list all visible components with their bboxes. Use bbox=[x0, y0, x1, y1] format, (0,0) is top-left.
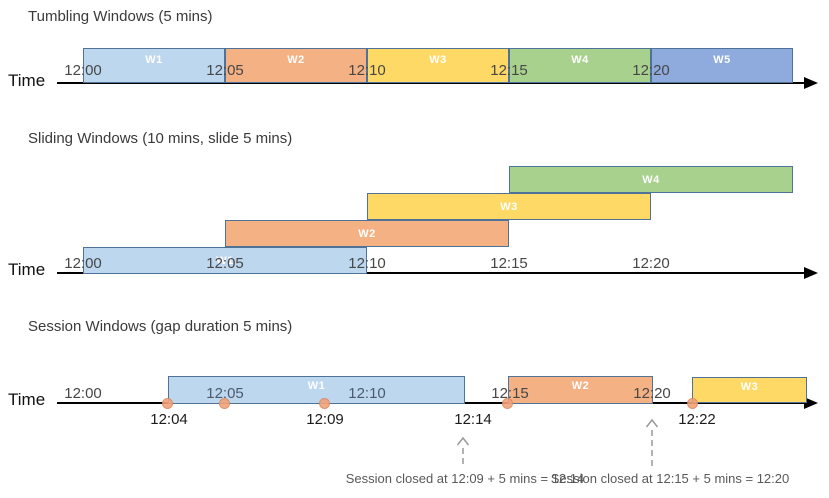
tick-label: 12:10 bbox=[348, 255, 386, 272]
session-window-w3: W3 bbox=[692, 377, 807, 403]
session-title: Session Windows (gap duration 5 mins) bbox=[28, 318, 293, 335]
tick-label: 12:20 bbox=[633, 385, 671, 402]
time-axis bbox=[57, 272, 807, 274]
session-close-annotation: Session closed at 12:09 + 5 mins = 12:14 bbox=[345, 471, 585, 486]
sliding-window-w4: W4 bbox=[509, 166, 793, 193]
tick-label: 12:20 bbox=[632, 255, 670, 272]
window-label: W1 bbox=[145, 54, 163, 66]
event-dot bbox=[502, 398, 513, 409]
window-label: W2 bbox=[358, 227, 376, 240]
tick-label: 12:05 bbox=[206, 385, 244, 402]
tick-label: 12:05 bbox=[206, 255, 244, 272]
tumbling-window-w2: W2 bbox=[225, 48, 367, 83]
event-dot bbox=[687, 398, 698, 409]
sliding-window-w1: W1 bbox=[83, 247, 367, 274]
tick-label: 12:00 bbox=[64, 255, 102, 272]
window-label: W3 bbox=[740, 381, 759, 393]
tumbling-window-w4: W4 bbox=[509, 48, 651, 83]
axis-arrowhead-icon bbox=[804, 77, 818, 89]
sliding-window-w2: W2 bbox=[225, 220, 509, 247]
axis-arrowhead-icon bbox=[804, 267, 818, 279]
time-axis-label: Time bbox=[8, 390, 46, 409]
event-time-label: 12:22 bbox=[678, 411, 716, 428]
session-close-arrow-icon bbox=[456, 436, 470, 468]
tick-label: 12:10 bbox=[348, 385, 386, 402]
window-label: W1 bbox=[307, 380, 326, 392]
sliding-window-w3: W3 bbox=[367, 193, 651, 220]
window-label: W2 bbox=[287, 54, 305, 66]
session-close-arrow-icon bbox=[645, 418, 659, 468]
event-dot bbox=[162, 398, 173, 409]
window-label: W3 bbox=[429, 54, 447, 66]
tick-label: 12:20 bbox=[632, 62, 670, 79]
tumbling-window-w1: W1 bbox=[83, 48, 225, 83]
window-label: W1 bbox=[216, 254, 234, 267]
tick-label: 12:00 bbox=[64, 62, 102, 79]
event-time-label: 12:09 bbox=[306, 411, 344, 428]
tick-label: 12:05 bbox=[206, 62, 244, 79]
window-label: W4 bbox=[642, 173, 660, 186]
time-axis bbox=[57, 82, 807, 84]
tumbling-title: Tumbling Windows (5 mins) bbox=[28, 8, 213, 25]
session-close-annotation: Session closed at 12:15 + 5 mins = 12:20 bbox=[550, 471, 790, 486]
event-dot bbox=[219, 398, 230, 409]
event-dot bbox=[319, 398, 330, 409]
tick-label: 12:15 bbox=[490, 62, 528, 79]
window-label: W3 bbox=[500, 200, 518, 213]
window-label: W4 bbox=[571, 54, 589, 66]
event-time-label: 12:14 bbox=[454, 411, 492, 428]
tick-label: 12:00 bbox=[64, 385, 102, 402]
tumbling-window-w5: W5 bbox=[651, 48, 793, 83]
tick-label: 12:15 bbox=[490, 255, 528, 272]
tumbling-window-w3: W3 bbox=[367, 48, 509, 83]
window-label: W2 bbox=[571, 380, 590, 392]
window-label: W5 bbox=[713, 54, 731, 66]
tick-label: 12:10 bbox=[348, 62, 386, 79]
tick-label: 12:15 bbox=[491, 385, 529, 402]
session-window-w1: W1 bbox=[168, 376, 465, 404]
sliding-title: Sliding Windows (10 mins, slide 5 mins) bbox=[28, 130, 293, 147]
session-window-w2: W2 bbox=[508, 376, 653, 404]
event-time-label: 12:04 bbox=[150, 411, 188, 428]
axis-arrowhead-icon bbox=[804, 397, 818, 409]
time-axis-label: Time bbox=[8, 260, 46, 279]
time-axis-label: Time bbox=[8, 71, 46, 90]
